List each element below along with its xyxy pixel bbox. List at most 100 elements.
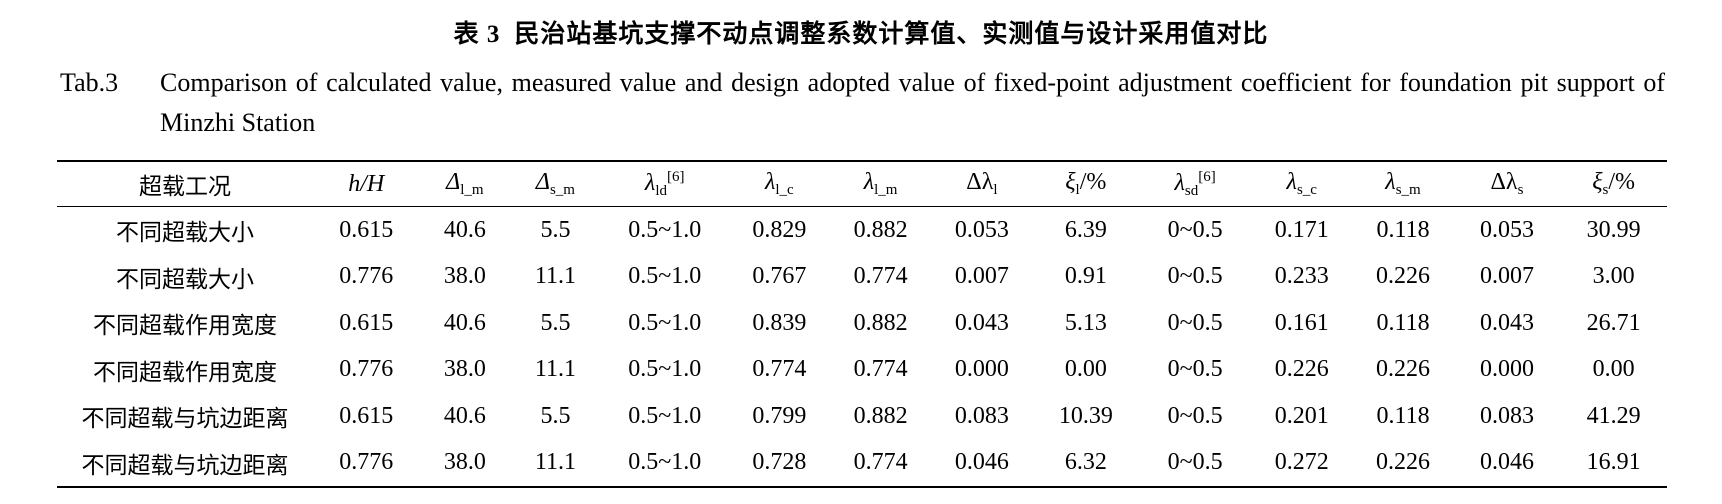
header-suffix: /% xyxy=(1608,169,1636,195)
header-symbol: Δλ xyxy=(1490,169,1518,195)
column-header: Δλs xyxy=(1454,161,1561,207)
table-cell: 0.767 xyxy=(752,263,807,290)
table-cell: 5.5 xyxy=(540,309,571,336)
table-cell: 0~0.5 xyxy=(1167,263,1223,290)
column-header: h/H xyxy=(313,161,420,207)
table-cell: 0.5~1.0 xyxy=(628,263,702,290)
table-cell: 0.000 xyxy=(954,356,1009,383)
table-caption-cn: 表 3 民治站基坑支撑不动点调整系数计算值、实测值与设计采用值对比 xyxy=(0,14,1722,50)
column-header: λl_m xyxy=(830,161,931,207)
header-reference: [6] xyxy=(667,168,685,185)
header-subscript: l xyxy=(993,182,998,198)
table-cell: 0.272 xyxy=(1274,449,1329,476)
table-cell: 0.171 xyxy=(1274,216,1329,243)
table-cell: 11.1 xyxy=(534,449,576,476)
row-condition-cell: 不同超载作用宽度 xyxy=(92,313,277,340)
table-cell: 10.39 xyxy=(1058,402,1113,429)
table-cell: 5.13 xyxy=(1064,309,1107,336)
table-cell: 0.226 xyxy=(1376,449,1431,476)
table-header-row: 超载工况 h/H Δl_m Δs_m λld[6] λl_c λl_m Δλl ξl/% λsd[… xyxy=(57,161,1667,207)
header-symbol: λ xyxy=(644,169,656,196)
table-cell: 0.5~1.0 xyxy=(628,216,702,243)
table-cell: 0.776 xyxy=(339,356,394,383)
table-number-cn: 表 3 xyxy=(453,21,501,48)
table-cell: 0.829 xyxy=(752,216,807,243)
table-caption-en: Tab.3 Comparison of calculated value, me… xyxy=(60,63,1665,143)
table-cell: 0.776 xyxy=(339,449,394,476)
header-subscript: s xyxy=(1517,182,1524,198)
table-cell: 0.5~1.0 xyxy=(628,356,702,383)
header-subscript: sd xyxy=(1184,182,1199,199)
table-cell: 38.0 xyxy=(443,356,486,383)
column-header: 超载工况 xyxy=(57,161,313,207)
table-cell: 0.007 xyxy=(1479,263,1534,290)
header-subscript: s_m xyxy=(549,182,575,198)
header-subscript: l xyxy=(1075,182,1080,198)
table-cell: 38.0 xyxy=(443,263,486,290)
table-cell: 0.839 xyxy=(752,309,807,336)
table-cell: 6.32 xyxy=(1064,449,1107,476)
table-cell: 0~0.5 xyxy=(1167,216,1223,243)
column-header: Δs_m xyxy=(510,161,601,207)
header-subscript: l_c xyxy=(775,182,794,198)
table-cell: 0.728 xyxy=(752,449,807,476)
comparison-table: 超载工况 h/H Δl_m Δs_m λld[6] λl_c λl_m Δλl ξl/% λsd[… xyxy=(57,160,1667,488)
table-cell: 0.774 xyxy=(853,263,908,290)
column-header: λsd[6] xyxy=(1139,161,1251,207)
header-symbol: Δ xyxy=(446,169,461,195)
table-body: 不同超载大小 0.615 40.6 5.5 0.5~1.0 0.829 0.882 0.053… xyxy=(57,207,1667,487)
table-row: 不同超载与坑边距离 0.615 40.6 5.5 0.5~1.0 0.799 0.882 0.… xyxy=(57,393,1667,440)
table-cell: 0.053 xyxy=(954,216,1009,243)
header-subscript: l_m xyxy=(874,182,898,198)
table-cell: 38.0 xyxy=(443,449,486,476)
table-cell: 40.6 xyxy=(443,216,486,243)
table-cell: 0.882 xyxy=(853,402,908,429)
column-header: λs_c xyxy=(1251,161,1352,207)
table-cell: 0.043 xyxy=(1479,309,1534,336)
table-cell: 0.774 xyxy=(853,449,908,476)
table-cell: 0.201 xyxy=(1274,402,1329,429)
table-cell: 0.046 xyxy=(954,449,1009,476)
table-cell: 0.226 xyxy=(1376,356,1431,383)
table-title-en: Comparison of calculated value, measured… xyxy=(160,68,1665,137)
table-cell: 6.39 xyxy=(1064,216,1107,243)
row-condition-cell: 不同超载与坑边距离 xyxy=(81,406,289,433)
table-row: 不同超载作用宽度 0.615 40.6 5.5 0.5~1.0 0.839 0.882 0.0… xyxy=(57,300,1667,347)
header-symbol: λ xyxy=(1174,169,1185,196)
column-header: λs_m xyxy=(1352,161,1453,207)
column-header: ξs/% xyxy=(1560,161,1667,207)
table-label-en: Tab.3 xyxy=(60,68,119,97)
table-cell: 0.5~1.0 xyxy=(628,449,702,476)
table-cell: 0.046 xyxy=(1479,449,1534,476)
table-cell: 0~0.5 xyxy=(1167,402,1223,429)
column-header: λld[6] xyxy=(601,161,729,207)
table-cell: 0.226 xyxy=(1376,263,1431,290)
table-cell: 41.29 xyxy=(1586,402,1641,429)
header-symbol: λ xyxy=(863,169,875,195)
header-subscript: l_m xyxy=(460,182,484,198)
table-cell: 0~0.5 xyxy=(1167,309,1223,336)
table-cell: 0~0.5 xyxy=(1167,356,1223,383)
table-cell: 0.776 xyxy=(339,263,394,290)
table-cell: 0.615 xyxy=(339,402,394,429)
header-suffix: /% xyxy=(1079,169,1107,195)
table-cell: 0.5~1.0 xyxy=(628,309,702,336)
table-cell: 26.71 xyxy=(1586,309,1641,336)
header-symbol: λ xyxy=(764,169,776,195)
header-symbol: 超载工况 xyxy=(138,174,231,200)
table-cell: 16.91 xyxy=(1586,449,1641,476)
header-symbol: Δ xyxy=(535,169,550,195)
table-row: 不同超载大小 0.615 40.6 5.5 0.5~1.0 0.829 0.882 0.053… xyxy=(57,207,1667,254)
table-cell: 0.00 xyxy=(1064,356,1107,383)
header-symbol: ξ xyxy=(1592,169,1603,195)
table-cell: 0.043 xyxy=(954,309,1009,336)
table-row: 不同超载作用宽度 0.776 38.0 11.1 0.5~1.0 0.774 0.774 0.… xyxy=(57,347,1667,394)
table-cell: 11.1 xyxy=(534,263,576,290)
table-cell: 0.615 xyxy=(339,216,394,243)
table-title-cn: 民治站基坑支撑不动点调整系数计算值、实测值与设计采用值对比 xyxy=(514,19,1269,48)
table-cell: 40.6 xyxy=(443,402,486,429)
table-cell: 5.5 xyxy=(540,216,571,243)
table-cell: 0.083 xyxy=(1479,402,1534,429)
header-symbol: ξ xyxy=(1065,169,1076,195)
table-cell: 0.882 xyxy=(853,216,908,243)
